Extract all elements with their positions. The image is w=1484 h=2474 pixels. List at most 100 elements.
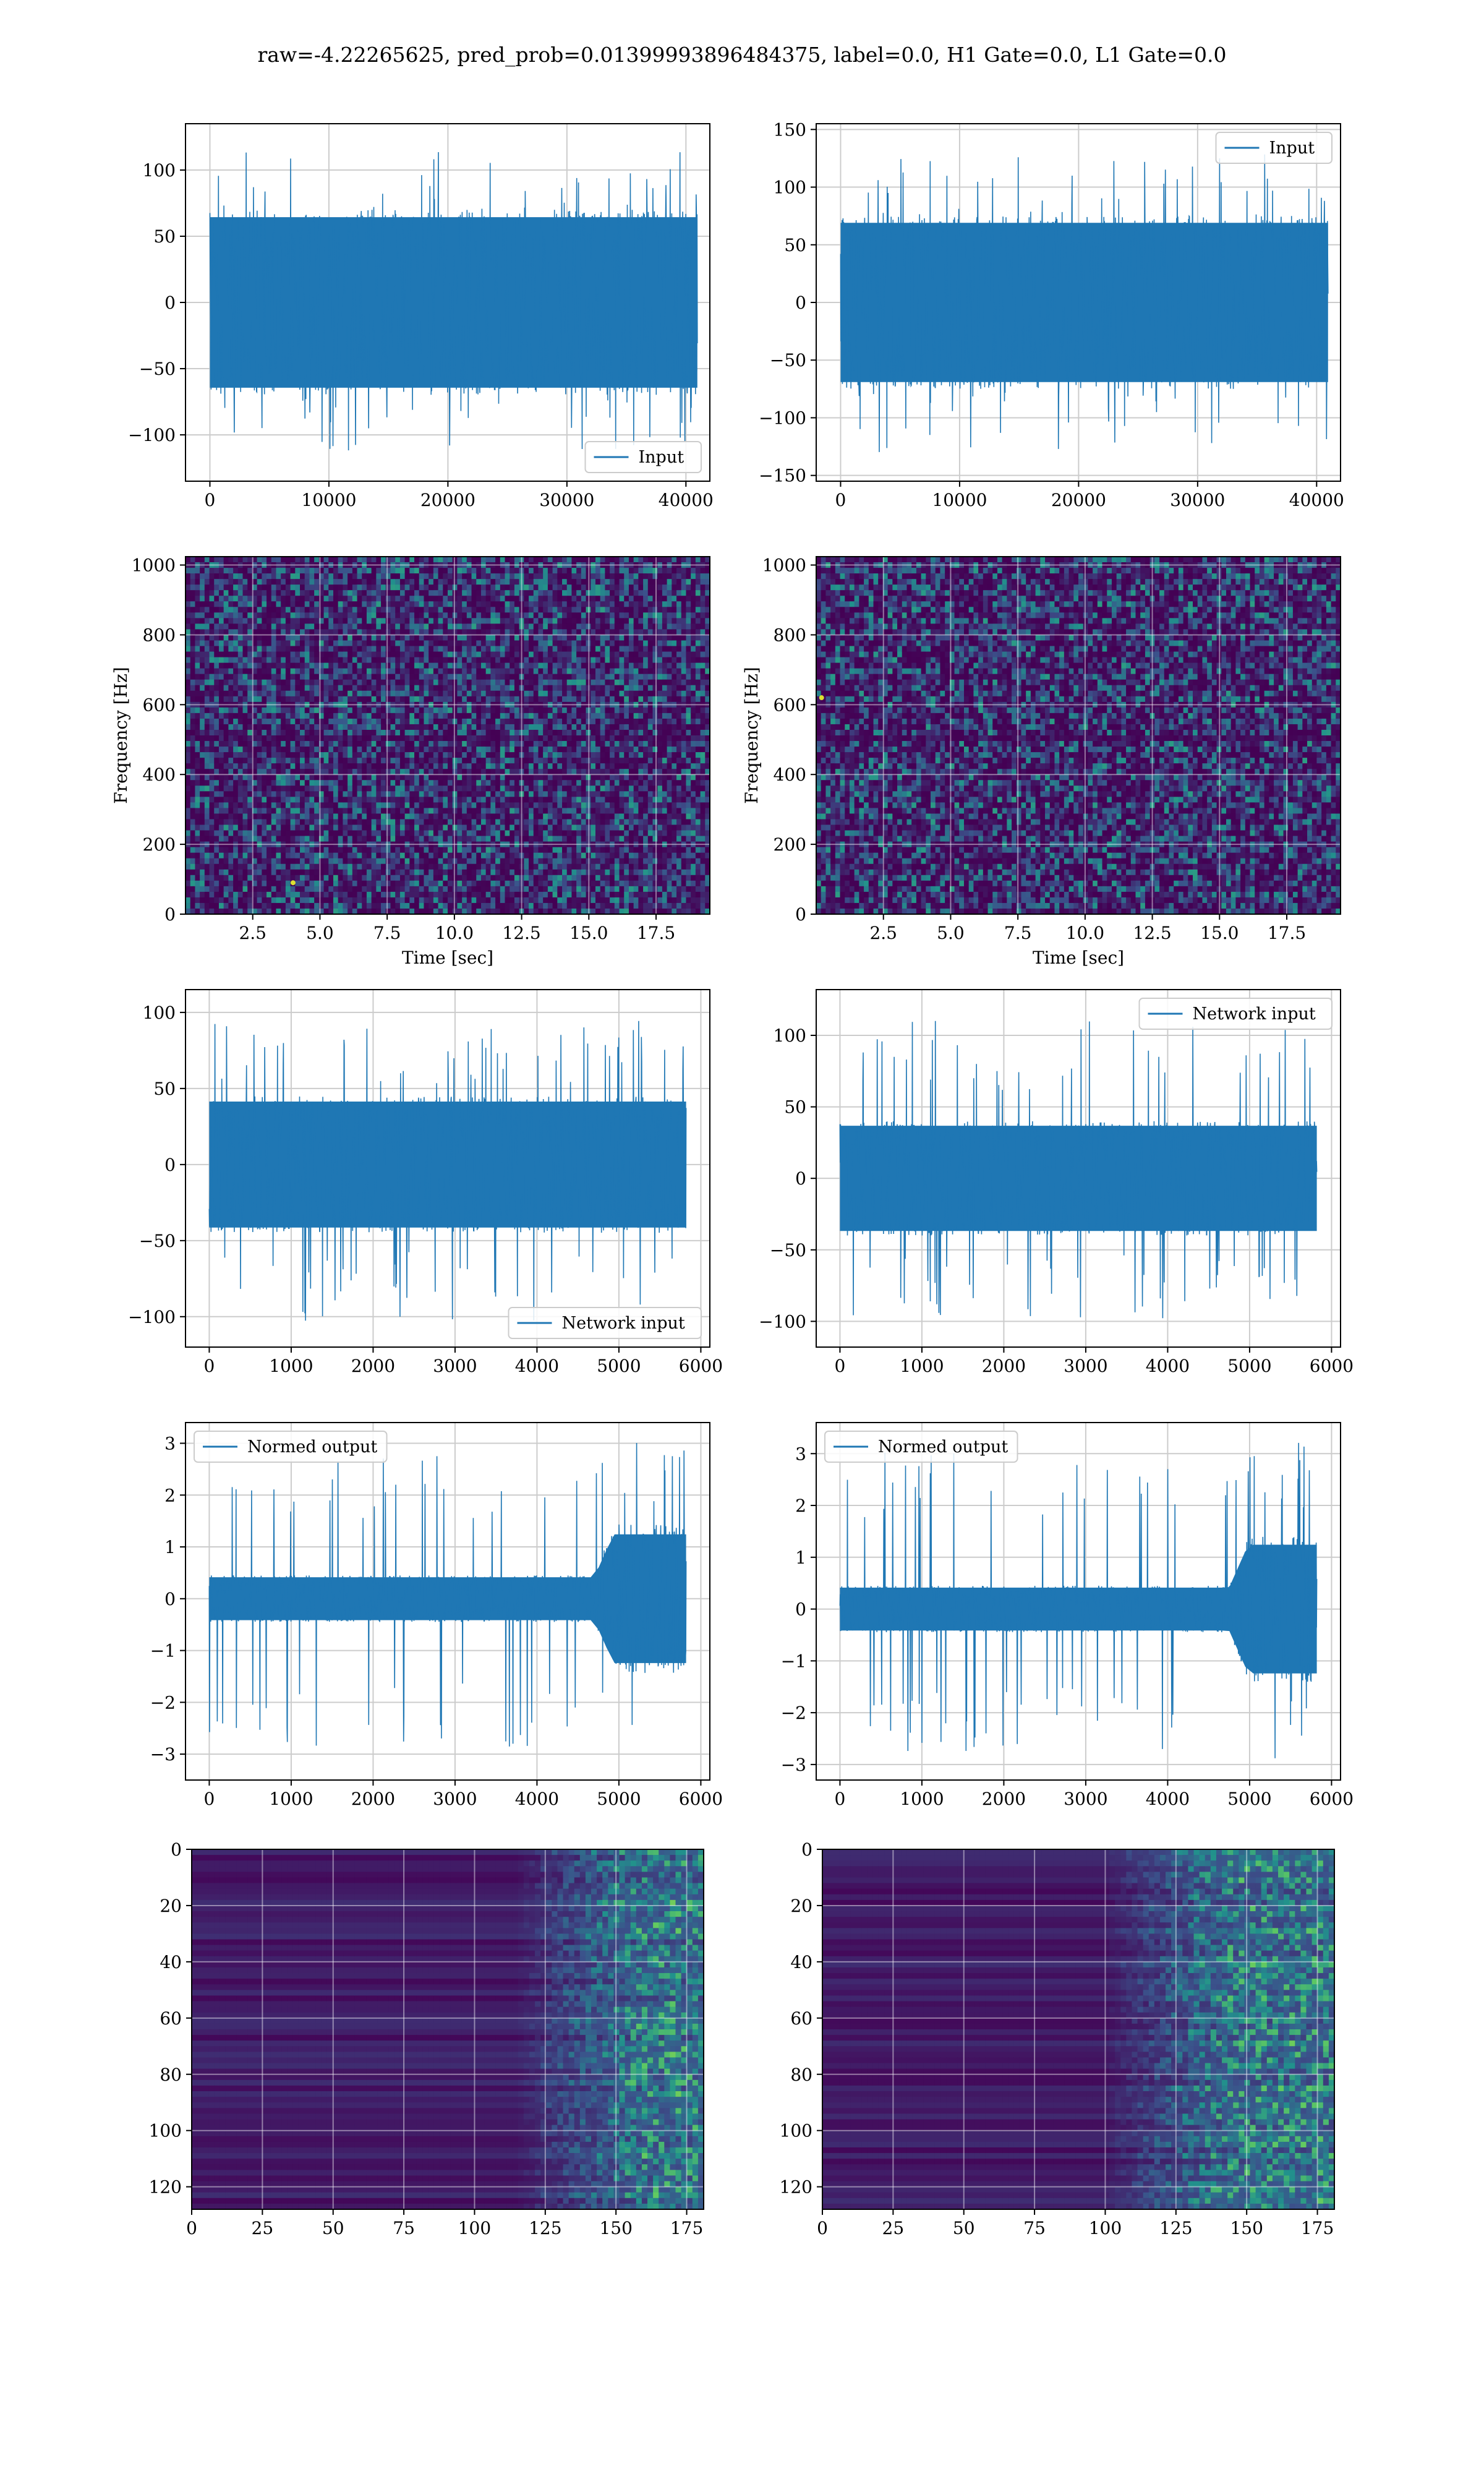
spectrogram-cell (429, 573, 433, 580)
spectrogram-cell (309, 847, 314, 854)
spectrogram-cell (190, 741, 195, 747)
spectrogram-cell (419, 623, 424, 630)
spectrogram-cell (429, 730, 433, 736)
spectrogram-cell (295, 747, 300, 753)
spectrogram-cell (190, 657, 195, 664)
spectrogram-cell (481, 875, 486, 881)
spectrogram-cell (386, 612, 391, 618)
spectrogram-cell (324, 831, 329, 837)
spectrogram-cell (372, 741, 377, 747)
spectrogram-cell (409, 870, 414, 876)
spectrogram-cell (205, 713, 210, 719)
spectrogram-cell (286, 735, 291, 742)
spectrogram-cell (443, 831, 448, 837)
spectrogram-cell (510, 780, 514, 786)
spectrogram-cell (210, 685, 215, 691)
spectrogram-cell (481, 596, 486, 602)
spectrogram-cell (200, 674, 205, 680)
spectrogram-cell (510, 903, 514, 909)
spectrogram-cell (243, 724, 248, 730)
spectrogram-cell (419, 785, 424, 792)
spectrogram-cell (443, 886, 448, 892)
spectrogram-cell (309, 719, 314, 725)
spectrogram-cell (481, 680, 486, 686)
spectrogram-cell (400, 568, 405, 574)
spectrogram-cell (419, 579, 424, 585)
spectrogram-cell (367, 870, 372, 876)
spectrogram-cell (438, 825, 443, 831)
spectrogram-cell (305, 691, 310, 697)
spectrogram-cell (271, 735, 276, 742)
spectrogram-cell (348, 735, 352, 742)
spectrogram-cell (505, 897, 510, 904)
spectrogram-cell (419, 635, 424, 641)
spectrogram-cell (529, 780, 534, 786)
spectrogram-cell (238, 623, 243, 630)
spectrogram-cell (538, 797, 543, 803)
spectrogram-cell (228, 735, 233, 742)
spectrogram-cell (305, 903, 310, 909)
spectrogram-cell (309, 797, 314, 803)
spectrogram-cell (219, 785, 224, 792)
spectrogram-cell (224, 590, 229, 596)
spectrogram-cell (295, 657, 300, 664)
spectrogram-cell (486, 719, 491, 725)
spectrogram-cell (305, 791, 310, 797)
spectrogram-cell (300, 730, 305, 736)
spectrogram-cell (476, 870, 481, 876)
spectrogram-cell (543, 696, 548, 703)
spectrogram-cell (534, 875, 539, 881)
spectrogram-cell (524, 730, 529, 736)
spectrogram-cell (338, 864, 343, 870)
spectrogram-cell (190, 584, 195, 591)
spectrogram-cell (238, 713, 243, 719)
spectrogram-cell (505, 635, 510, 641)
spectrogram-cell (400, 853, 405, 859)
spectrogram-cell (457, 785, 462, 792)
spectrogram-cell (362, 886, 367, 892)
spectrogram-cell (534, 708, 539, 714)
spectrogram-cell (205, 797, 210, 803)
spectrogram-cell (195, 579, 200, 585)
spectrogram-cell (338, 708, 343, 714)
spectrogram-cell (419, 596, 424, 602)
spectrogram-cell (514, 657, 519, 664)
spectrogram-cell (228, 691, 233, 697)
spectrogram-cell (362, 797, 367, 803)
spectrogram-cell (324, 601, 329, 607)
spectrogram-cell (238, 708, 243, 714)
spectrogram-cell (490, 568, 495, 574)
spectrogram-cell (348, 612, 352, 618)
spectrogram-cell (228, 685, 233, 691)
spectrogram-cell (495, 886, 500, 892)
spectrogram-cell (495, 897, 500, 904)
spectrogram-cell (186, 691, 190, 697)
spectrogram-cell (367, 864, 372, 870)
spectrogram-cell (472, 747, 477, 753)
spectrogram-cell (343, 663, 348, 669)
spectrogram-cell (205, 596, 210, 602)
spectrogram-cell (333, 708, 338, 714)
spectrogram-cell (291, 584, 296, 591)
spectrogram-cell (190, 897, 195, 904)
spectrogram-cell (224, 892, 229, 898)
spectrogram-cell (205, 669, 210, 675)
spectrogram-cell (328, 747, 333, 753)
figure-title: raw=-4.22265625, pred_prob=0.01399993896… (257, 43, 1226, 67)
spectrogram-cell (362, 819, 367, 825)
spectrogram-cell (543, 897, 548, 904)
spectrogram-cell (476, 774, 481, 781)
spectrogram-cell (386, 785, 391, 792)
spectrogram-cell (443, 897, 448, 904)
spectrogram-cell (281, 607, 286, 613)
spectrogram-cell (305, 836, 310, 842)
spectrogram-cell (400, 825, 405, 831)
spectrogram-cell (467, 590, 472, 596)
spectrogram-cell (543, 601, 548, 607)
spectrogram-cell (390, 623, 395, 630)
spectrogram-cell (534, 870, 539, 876)
spectrogram-cell (457, 853, 462, 859)
spectrogram-cell (448, 584, 453, 591)
spectrogram-cell (267, 752, 271, 758)
spectrogram-cell (548, 618, 553, 624)
